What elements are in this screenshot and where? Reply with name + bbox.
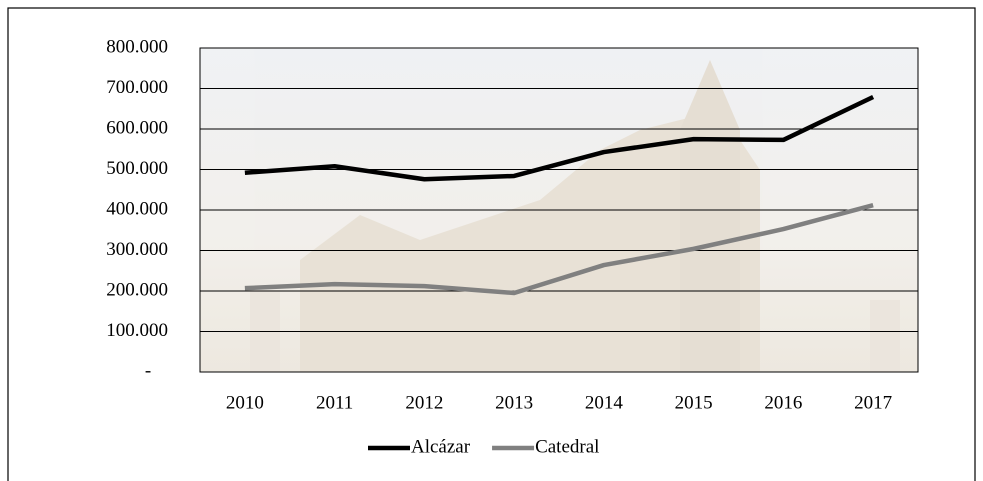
y-tick-label: - [145,360,151,381]
x-tick-label: 2011 [316,392,353,413]
x-tick-label: 2012 [405,392,443,413]
y-tick-label: 700.000 [106,77,168,98]
legend-label: Catedral [535,436,599,457]
legend-label: Alcázar [411,436,471,457]
x-tick-label: 2010 [226,392,264,413]
y-tick-label: 400.000 [106,198,168,219]
y-tick-label: 800.000 [106,36,168,57]
y-tick-label: 300.000 [106,239,168,260]
x-tick-label: 2016 [764,392,802,413]
y-tick-label: 500.000 [106,158,168,179]
series-line [244,94,875,182]
frame [7,7,976,481]
x-tick-label: 2014 [585,392,624,413]
x-tick-label: 2015 [675,392,713,413]
y-tick-label: 600.000 [106,117,168,138]
x-tick-label: 2013 [495,392,533,413]
y-tick-label: 200.000 [106,279,168,300]
y-tick-label: 100.000 [106,320,168,341]
x-tick-label: 2017 [854,392,892,413]
series-line [244,202,874,296]
